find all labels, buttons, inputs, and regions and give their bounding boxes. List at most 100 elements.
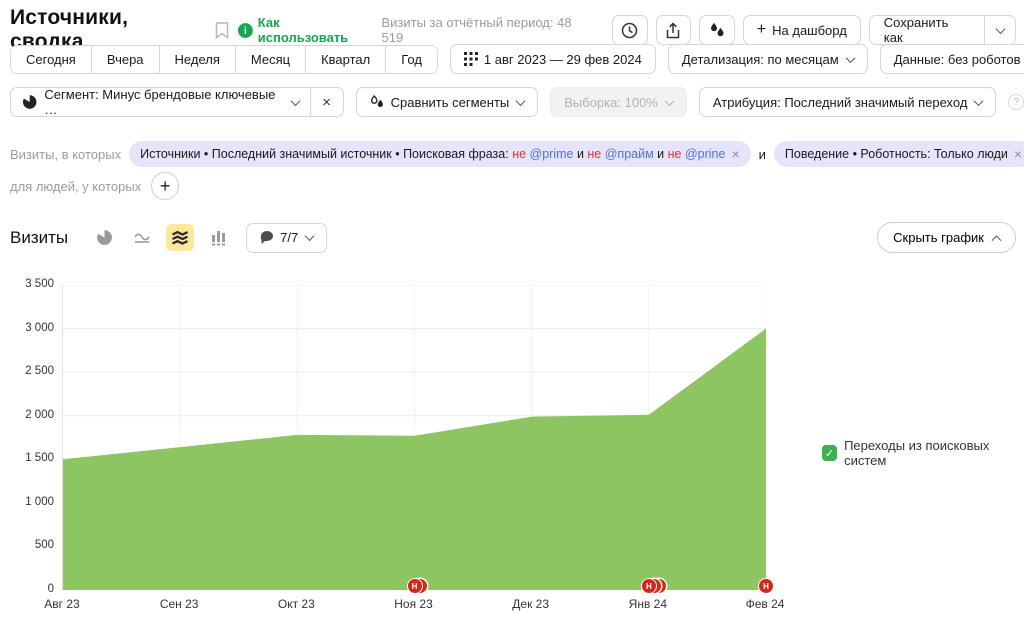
compare-segments-label: Сравнить сегменты [391, 95, 510, 110]
calendar-grid-icon [464, 52, 478, 66]
segments-button[interactable] [699, 15, 735, 45]
filter-chip-behavior-text: Поведение • Роботность: Только люди [785, 147, 1008, 161]
segment-clear-button[interactable]: × [310, 88, 343, 116]
chevron-down-icon [664, 96, 674, 106]
y-tick-label: 0 [0, 583, 54, 595]
and-connector: и [759, 147, 766, 162]
x-tick-label: Окт 23 [278, 597, 315, 611]
filter-chip-behavior[interactable]: Поведение • Роботность: Только люди × [774, 141, 1024, 167]
y-tick-label: 3 000 [0, 322, 54, 334]
drops-icon [709, 22, 725, 38]
save-as-split-button: Сохранить как [869, 15, 1016, 45]
period-tab-group: Сегодня Вчера Неделя Месяц Квартал Год [10, 45, 438, 74]
comment-marker[interactable]: Н [642, 579, 656, 593]
chart-type-area-button[interactable] [166, 224, 194, 251]
filter-chip-source-text: Источники • Последний значимый источник … [140, 147, 725, 161]
how-to-use-label: Как использовать [258, 15, 373, 45]
data-filter-label: Данные: без роботов [894, 52, 1021, 67]
comment-marker[interactable]: Н [759, 579, 773, 593]
add-to-dashboard-label: На дашборд [772, 23, 847, 38]
metric-title: Визиты [10, 228, 68, 248]
save-as-menu-button[interactable] [984, 16, 1016, 44]
annotations-count: 7/7 [280, 230, 298, 245]
area-series-svg [63, 285, 766, 590]
compare-drops-icon [370, 95, 385, 110]
x-tick-label: Авг 23 [44, 597, 79, 611]
compare-segments-button[interactable]: Сравнить сегменты [356, 87, 539, 117]
tab-month[interactable]: Месяц [236, 46, 306, 73]
chevron-down-icon [974, 96, 984, 106]
chart-type-pie-button[interactable] [90, 224, 118, 251]
chevron-down-icon [290, 96, 300, 106]
legend-item-search-engines[interactable]: ✓ Переходы из поисковых систем [822, 438, 1024, 468]
attribution-label: Атрибуция: Последний значимый переход [713, 95, 968, 110]
y-tick-label: 1 000 [0, 496, 54, 508]
y-tick-label: 3 500 [0, 278, 54, 290]
line-chart-icon [133, 230, 151, 246]
y-tick-label: 1 500 [0, 452, 54, 464]
granularity-button[interactable]: Детализация: по месяцам [668, 44, 868, 74]
period-total: Визиты за отчётный период: 48 519 [381, 15, 594, 45]
area-chart-icon [171, 230, 189, 246]
chevron-down-icon [305, 231, 315, 241]
period-toolbar: Сегодня Вчера Неделя Месяц Квартал Год 1… [10, 44, 1024, 74]
help-icon[interactable]: ? [1008, 94, 1024, 110]
data-filter-button[interactable]: Данные: без роботов [880, 44, 1024, 74]
segment-label: Сегмент: Минус брендовые ключевые … [44, 87, 283, 117]
date-range-button[interactable]: 1 авг 2023 — 29 фев 2024 [450, 44, 656, 74]
attribution-button[interactable]: Атрибуция: Последний значимый переход [699, 87, 997, 117]
chip-close-icon[interactable]: × [1014, 146, 1022, 162]
tab-yesterday[interactable]: Вчера [92, 46, 160, 73]
add-to-dashboard-button[interactable]: + На дашборд [743, 15, 861, 45]
chevron-down-icon [516, 96, 526, 106]
history-button[interactable] [612, 15, 648, 45]
comment-bubble-icon [260, 231, 274, 244]
y-tick-label: 500 [0, 539, 54, 551]
save-as-button[interactable]: Сохранить как [870, 16, 984, 44]
tab-year[interactable]: Год [386, 46, 437, 73]
info-icon: i [238, 23, 253, 38]
annotations-button[interactable]: 7/7 [246, 223, 327, 253]
chevron-up-icon [992, 235, 1002, 245]
visit-filters: Визиты, в которых Источники • Последний … [10, 139, 1016, 169]
chart-controls: Визиты 7/7 Скрыть график [10, 222, 1016, 253]
granularity-label: Детализация: по месяцам [682, 52, 839, 67]
chip-close-icon[interactable]: × [731, 146, 739, 162]
segment-button[interactable]: Сегмент: Минус брендовые ключевые … [11, 88, 310, 116]
header-actions: Визиты за отчётный период: 48 519 + На д… [381, 15, 1016, 45]
x-tick-label: Янв 24 [629, 597, 667, 611]
plus-icon: + [757, 21, 766, 39]
filter-chip-source[interactable]: Источники • Последний значимый источник … [129, 141, 751, 167]
comment-marker[interactable]: Н [408, 579, 422, 593]
clock-icon [621, 22, 638, 39]
chart-type-columns-button[interactable] [204, 224, 232, 251]
sampling-button[interactable]: Выборка: 100% [550, 87, 687, 117]
legend-checkbox-icon[interactable]: ✓ [822, 445, 837, 461]
export-icon [665, 22, 681, 39]
y-tick-label: 2 500 [0, 365, 54, 377]
how-to-use-link[interactable]: i Как использовать [238, 15, 373, 45]
sampling-label: Выборка: 100% [564, 95, 658, 110]
chart-type-line-button[interactable] [128, 224, 156, 251]
x-tick-label: Фев 24 [746, 597, 785, 611]
pie-chart-icon [96, 229, 113, 246]
bookmark-icon[interactable] [215, 22, 229, 39]
y-tick-label: 2 000 [0, 409, 54, 421]
plot-area[interactable]: ННН [62, 285, 765, 590]
export-button[interactable] [656, 15, 692, 45]
tab-week[interactable]: Неделя [160, 46, 236, 73]
tab-quarter[interactable]: Квартал [306, 46, 386, 73]
comment-marker-badge: Н [759, 579, 773, 593]
chevron-down-icon [996, 24, 1006, 34]
x-tick-label: Сен 23 [160, 597, 199, 611]
column-chart-icon [210, 229, 227, 246]
hide-chart-button[interactable]: Скрыть график [877, 222, 1016, 253]
x-tick-label: Ноя 23 [394, 597, 433, 611]
x-tick-label: Дек 23 [512, 597, 549, 611]
segment-button-group: Сегмент: Минус брендовые ключевые … × [10, 87, 344, 117]
comment-marker-badge: Н [642, 579, 656, 593]
comment-marker-badge: Н [408, 579, 422, 593]
chevron-down-icon [845, 53, 855, 63]
add-people-filter-button[interactable]: + [151, 172, 179, 200]
tab-today[interactable]: Сегодня [11, 46, 92, 73]
